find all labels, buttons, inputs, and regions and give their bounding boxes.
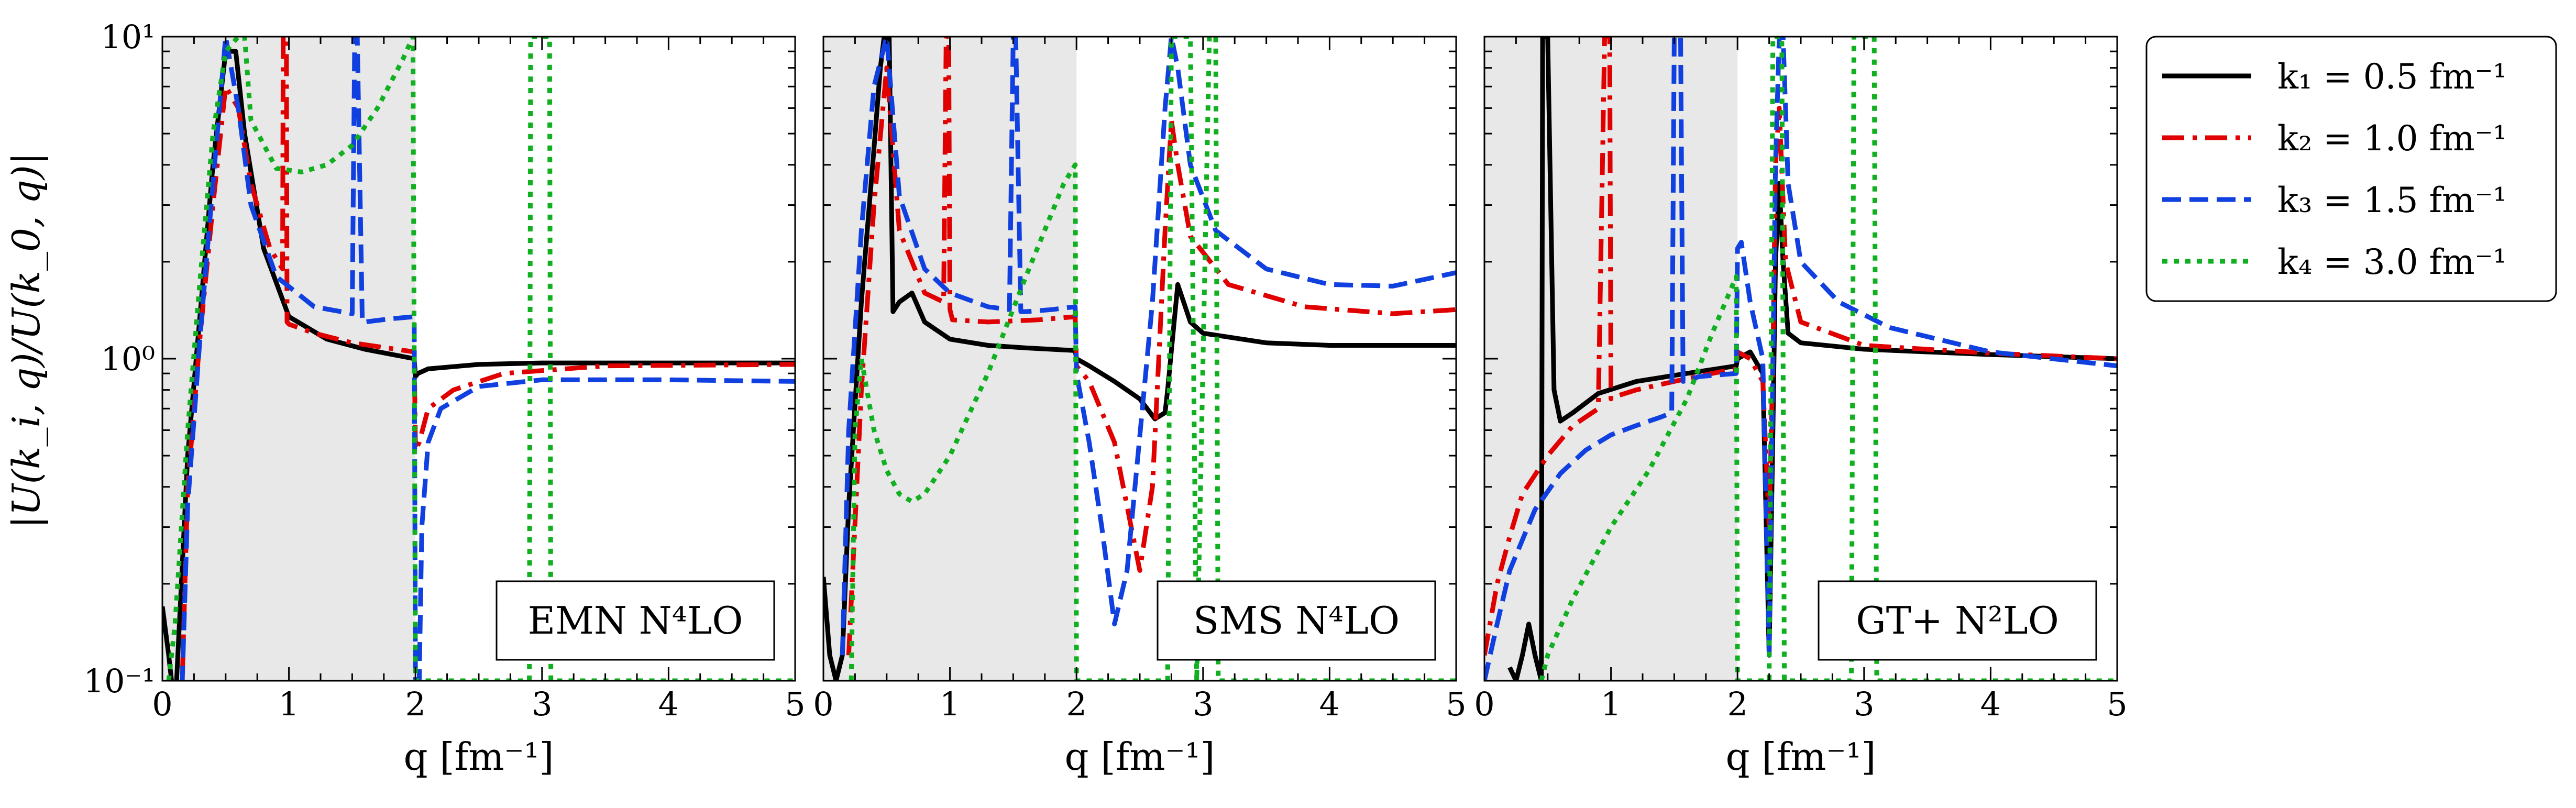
series-group [162,37,795,681]
x-tick-label: 1 [940,685,960,723]
x-tick-label: 1 [1601,685,1621,723]
x-tick-label: 5 [1446,685,1466,723]
model-label-box [1157,580,1436,661]
series-line-k3 [840,37,1456,656]
y-tick-label: 10⁻¹ [84,662,155,700]
panels: 0 1 2 3 4 5 10⁻¹ 10⁰ 10¹ q [fm⁻¹] EMN N⁴LO 0 1 2 3 4 5 q … [84,18,2128,779]
model-label: EMN N⁴LO [528,599,743,643]
x-tick-label: 3 [1193,685,1213,723]
legend: k₁ = 0.5 fm⁻¹ k₂ = 1.0 fm⁻¹ k₃ = 1.5 fm⁻¹ k… [2145,36,2557,302]
series-line-k2 [180,37,795,681]
model-label-box [1818,580,2097,661]
series-group [823,37,1456,681]
x-axis-label: q [fm⁻¹] [1065,735,1215,779]
legend-label-k1: k₁ = 0.5 fm⁻¹ [2277,57,2507,97]
legend-label-k3: k₃ = 1.5 fm⁻¹ [2277,180,2507,220]
x-tick-label: 2 [405,685,425,723]
series-line-k4 [849,37,1456,681]
series-line-k4 [166,37,795,681]
panel-1: 0 1 2 3 4 5 10⁻¹ 10⁰ 10¹ q [fm⁻¹] EMN N⁴LO [84,18,806,779]
series-line-k3 [180,37,795,681]
x-tick-label: 5 [785,685,805,723]
panel-3: 0 1 2 3 4 5 q [fm⁻¹] GT+ N²LO [1474,36,2128,779]
x-tick-label: 0 [152,685,172,723]
y-axis-label: |U(k_i, q)/U(k_0, q)| [4,152,48,528]
x-axis-label: q [fm⁻¹] [404,735,554,779]
y-tick-label: 10⁰ [101,340,155,378]
x-tick-label: 0 [813,685,833,723]
model-label: SMS N⁴LO [1193,599,1400,643]
x-tick-label: 2 [1727,685,1747,723]
series-group [1484,37,2117,681]
model-label: GT+ N²LO [1856,599,2058,643]
model-label-box [496,580,775,661]
x-tick-label: 3 [1854,685,1874,723]
x-tick-label: 2 [1066,685,1086,723]
legend-label-k2: k₂ = 1.0 fm⁻¹ [2277,118,2507,159]
y-tick-label: 10¹ [101,18,155,56]
x-tick-label: 4 [1980,685,2001,723]
series-line-k1 [823,37,1456,681]
legend-label-k4: k₄ = 3.0 fm⁻¹ [2277,242,2507,282]
x-axis-label: q [fm⁻¹] [1726,735,1876,779]
x-tick-label: 5 [2107,685,2127,723]
x-tick-label: 1 [279,685,299,723]
shaded-region [1484,37,1738,681]
panel-2: 0 1 2 3 4 5 q [fm⁻¹] SMS N⁴LO [813,36,1467,779]
x-tick-label: 3 [532,685,552,723]
legend-box [2145,36,2557,302]
x-tick-label: 4 [658,685,679,723]
series-line-k3 [1484,37,2117,681]
x-tick-label: 4 [1319,685,1340,723]
x-tick-label: 0 [1474,685,1494,723]
